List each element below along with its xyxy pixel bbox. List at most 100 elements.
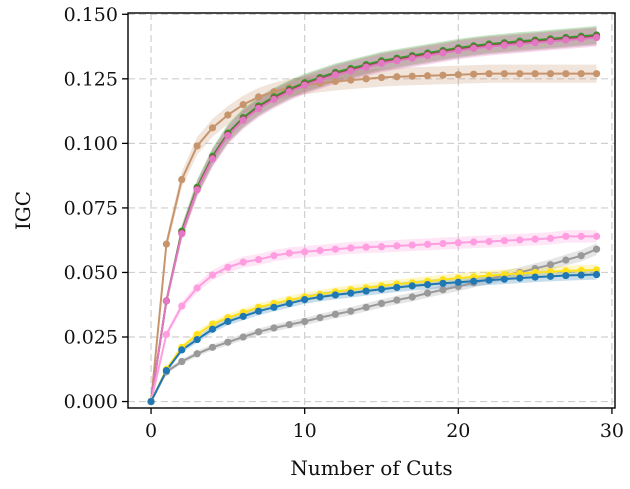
series-4-point (439, 239, 447, 248)
series-3-point (208, 155, 217, 163)
series-4-point (208, 271, 217, 279)
series-7-point (454, 278, 462, 286)
series-3-point (239, 116, 247, 124)
series-5-point (301, 317, 309, 326)
series-4-point (193, 284, 201, 292)
series-7-point (592, 270, 601, 279)
series-3-point (193, 186, 201, 194)
series-0-point (254, 93, 263, 101)
series-7-point (470, 277, 478, 285)
series-4-point (546, 234, 555, 242)
series-4-point (270, 252, 278, 260)
series-6-point (193, 330, 201, 339)
y-tick-label: 0.100 (64, 133, 118, 155)
series-5-point (285, 321, 293, 329)
series-7-point (500, 275, 508, 283)
series-5-point (347, 307, 355, 315)
series-3-point (531, 39, 539, 47)
series-5-point (393, 296, 401, 304)
series-4-point (347, 244, 355, 252)
series-0-point (239, 101, 247, 109)
series-4-point (577, 232, 585, 240)
x-tick-label: 0 (145, 420, 157, 442)
series-0-point (516, 70, 524, 78)
series-5-point (270, 324, 278, 332)
series-7-point (423, 280, 432, 289)
series-4-point (423, 240, 432, 248)
series-3-point (439, 49, 447, 57)
y-tick-label: 0.025 (64, 327, 118, 349)
series-5-point (224, 338, 232, 346)
series-4-point (562, 232, 570, 240)
series-4-point (254, 255, 263, 264)
series-0-point (224, 111, 232, 119)
series-3-point (301, 81, 309, 89)
series-5-point (316, 314, 324, 322)
series-0-point (193, 142, 201, 150)
series-4-point (470, 238, 478, 246)
series-4-band (151, 230, 597, 403)
series-3-point (331, 71, 339, 79)
series-5-point (577, 252, 585, 260)
series-7-point (377, 285, 386, 293)
series-3-point (178, 230, 186, 238)
series-7-point (331, 291, 339, 299)
y-axis-label: IGC (11, 191, 35, 230)
plot-frame (127, 12, 616, 409)
series-0-point (470, 70, 478, 78)
series-4-point (408, 241, 416, 249)
series-3-point (577, 35, 585, 43)
series-3-point (454, 46, 462, 55)
series-4-point (393, 242, 401, 250)
series-0-point (178, 175, 186, 184)
y-tick-label: 0.075 (64, 197, 118, 219)
series-7-point (147, 397, 155, 406)
series-5-point (239, 333, 247, 341)
series-0-point (377, 73, 386, 82)
series-7-point (301, 295, 309, 304)
series-7-point (193, 335, 201, 344)
y-tick-label: 0.125 (64, 68, 118, 90)
y-tick-label: 0.050 (64, 262, 118, 284)
y-axis-ticks: 0.000 0.025 0.050 0.075 0.100 0.125 0.150 (64, 4, 128, 413)
series-0-point (562, 70, 570, 78)
series-5-point (592, 245, 601, 253)
series-0-point (546, 70, 555, 78)
series-0-point (347, 76, 355, 84)
series-3-point (270, 95, 278, 104)
series-7-point (270, 303, 278, 311)
series-7-point (408, 282, 416, 290)
series-0-point (408, 72, 416, 80)
series-0-point (331, 77, 339, 86)
series-5-point (208, 343, 217, 351)
series-0-point (162, 240, 171, 248)
series-4-point (178, 302, 186, 310)
x-tick-label: 20 (446, 420, 470, 442)
series-5-point (362, 303, 370, 311)
series-7-point (254, 307, 263, 315)
series-7-point (239, 312, 247, 320)
series-3-point (546, 37, 555, 45)
series-7-point (224, 317, 232, 326)
series-lines (150, 33, 597, 403)
series-3-point (224, 132, 232, 140)
series-7-point (347, 289, 355, 297)
series-6-band (151, 264, 597, 403)
series-0-point (423, 72, 432, 80)
series-0-point (531, 70, 539, 78)
confidence-bands (151, 25, 597, 403)
series-4-point (485, 237, 493, 246)
series-5-point (331, 310, 339, 318)
series-0-point (577, 70, 585, 78)
series-3-point (393, 57, 401, 65)
series-4-point (285, 249, 293, 257)
series-markers (147, 31, 601, 406)
series-7-point (485, 276, 493, 284)
series-5-point (178, 357, 186, 366)
series-3-point (347, 67, 355, 75)
series-7-point (362, 287, 370, 295)
y-tick-label: 0.000 (64, 391, 118, 413)
series-5-point (562, 256, 570, 264)
series-5-point (254, 328, 263, 336)
